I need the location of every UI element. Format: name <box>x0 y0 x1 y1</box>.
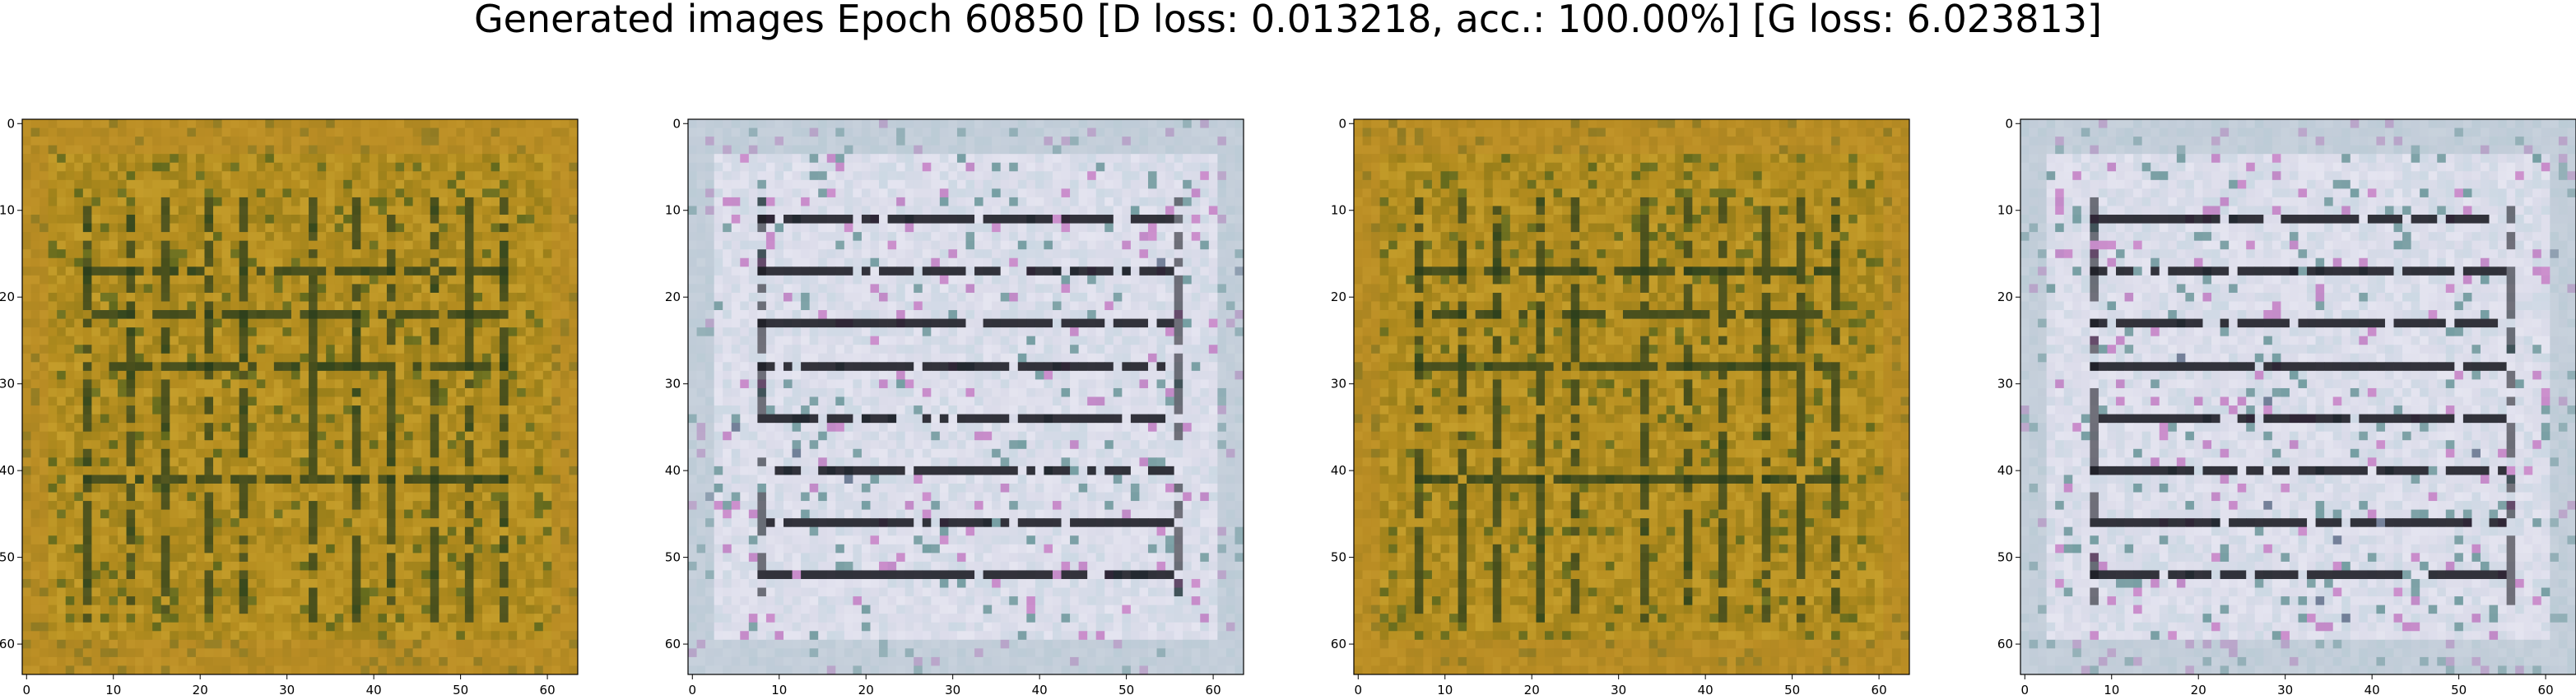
x-tick-label: 10 <box>2104 683 2119 695</box>
figure-title: Generated images Epoch 60850 [D loss: 0.… <box>473 0 2103 41</box>
x-tick-label: 40 <box>2364 683 2380 695</box>
y-tick-label: 50 <box>665 550 681 565</box>
y-tick-label: 40 <box>0 463 15 478</box>
y-tick-label: 40 <box>665 463 681 478</box>
y-tick-label: 40 <box>1331 463 1346 478</box>
y-tick-label: 30 <box>1331 377 1346 392</box>
generated-image-3 <box>1354 119 1910 675</box>
x-tick-label: 30 <box>945 683 960 695</box>
x-tick-label: 30 <box>1611 683 1626 695</box>
x-tick-label: 10 <box>771 683 787 695</box>
y-tick-label: 10 <box>1331 203 1346 218</box>
y-tick-label: 60 <box>1331 637 1346 651</box>
x-tick-label: 50 <box>1784 683 1800 695</box>
generated-image-2 <box>688 119 1244 675</box>
x-tick-label: 40 <box>1032 683 1048 695</box>
x-tick-label: 20 <box>1524 683 1540 695</box>
x-tick-label: 60 <box>1872 683 1887 695</box>
generated-image-4 <box>2020 119 2576 675</box>
x-tick-label: 50 <box>1118 683 1134 695</box>
x-tick-label: 20 <box>858 683 874 695</box>
y-tick-label: 60 <box>1997 637 2013 651</box>
y-tick-label: 40 <box>1997 463 2013 478</box>
x-tick-label: 0 <box>23 683 31 695</box>
y-tick-label: 30 <box>665 377 681 392</box>
x-tick-label: 10 <box>105 683 121 695</box>
y-tick-label: 20 <box>0 290 15 304</box>
y-tick-label: 10 <box>0 203 15 218</box>
y-tick-label: 50 <box>1997 550 2013 565</box>
y-tick-label: 60 <box>0 637 15 651</box>
image-panel-1: 0 10 20 30 40 50 60 0 10 20 30 40 50 60 <box>0 116 579 695</box>
y-tick-label: 10 <box>665 203 681 218</box>
y-tick-label: 0 <box>2005 116 2013 131</box>
y-tick-label: 60 <box>665 637 681 651</box>
y-tick-label: 20 <box>1997 290 2013 304</box>
x-tick-label: 20 <box>2191 683 2206 695</box>
axes-frame-3 <box>1353 118 1910 675</box>
generated-image-1 <box>22 119 579 675</box>
image-panel-3: 0 10 20 30 40 50 60 0 10 20 30 40 50 60 <box>1331 116 1910 695</box>
y-tick-label: 0 <box>1338 116 1346 131</box>
x-tick-label: 40 <box>1698 683 1713 695</box>
x-tick-label: 20 <box>193 683 208 695</box>
y-tick-label: 50 <box>0 550 15 565</box>
x-tick-label: 10 <box>1437 683 1453 695</box>
x-tick-label: 60 <box>1206 683 1221 695</box>
x-tick-label: 40 <box>366 683 382 695</box>
y-tick-label: 20 <box>665 290 681 304</box>
x-tick-label: 50 <box>2451 683 2467 695</box>
y-tick-label: 20 <box>1331 290 1346 304</box>
x-tick-label: 50 <box>453 683 468 695</box>
x-tick-label: 0 <box>1355 683 1363 695</box>
image-panel-2: 0 10 20 30 40 50 60 0 10 20 30 40 50 60 <box>665 116 1244 695</box>
x-tick-label: 30 <box>279 683 295 695</box>
x-tick-label: 60 <box>540 683 556 695</box>
axes-frame-4 <box>2020 118 2576 675</box>
y-tick-label: 0 <box>672 116 681 131</box>
y-tick-label: 0 <box>7 116 15 131</box>
x-tick-label: 30 <box>2277 683 2293 695</box>
y-tick-label: 50 <box>1331 550 1346 565</box>
x-tick-label: 60 <box>2538 683 2554 695</box>
axes-frame-1 <box>21 118 579 675</box>
x-tick-label: 0 <box>2021 683 2030 695</box>
y-tick-label: 10 <box>1997 203 2013 218</box>
axes-frame-2 <box>687 118 1244 675</box>
x-tick-label: 0 <box>689 683 697 695</box>
image-panel-4: 0 10 20 30 40 50 60 0 10 20 30 40 50 60 <box>1997 116 2576 695</box>
y-tick-label: 30 <box>0 377 15 392</box>
y-tick-label: 30 <box>1997 377 2013 392</box>
